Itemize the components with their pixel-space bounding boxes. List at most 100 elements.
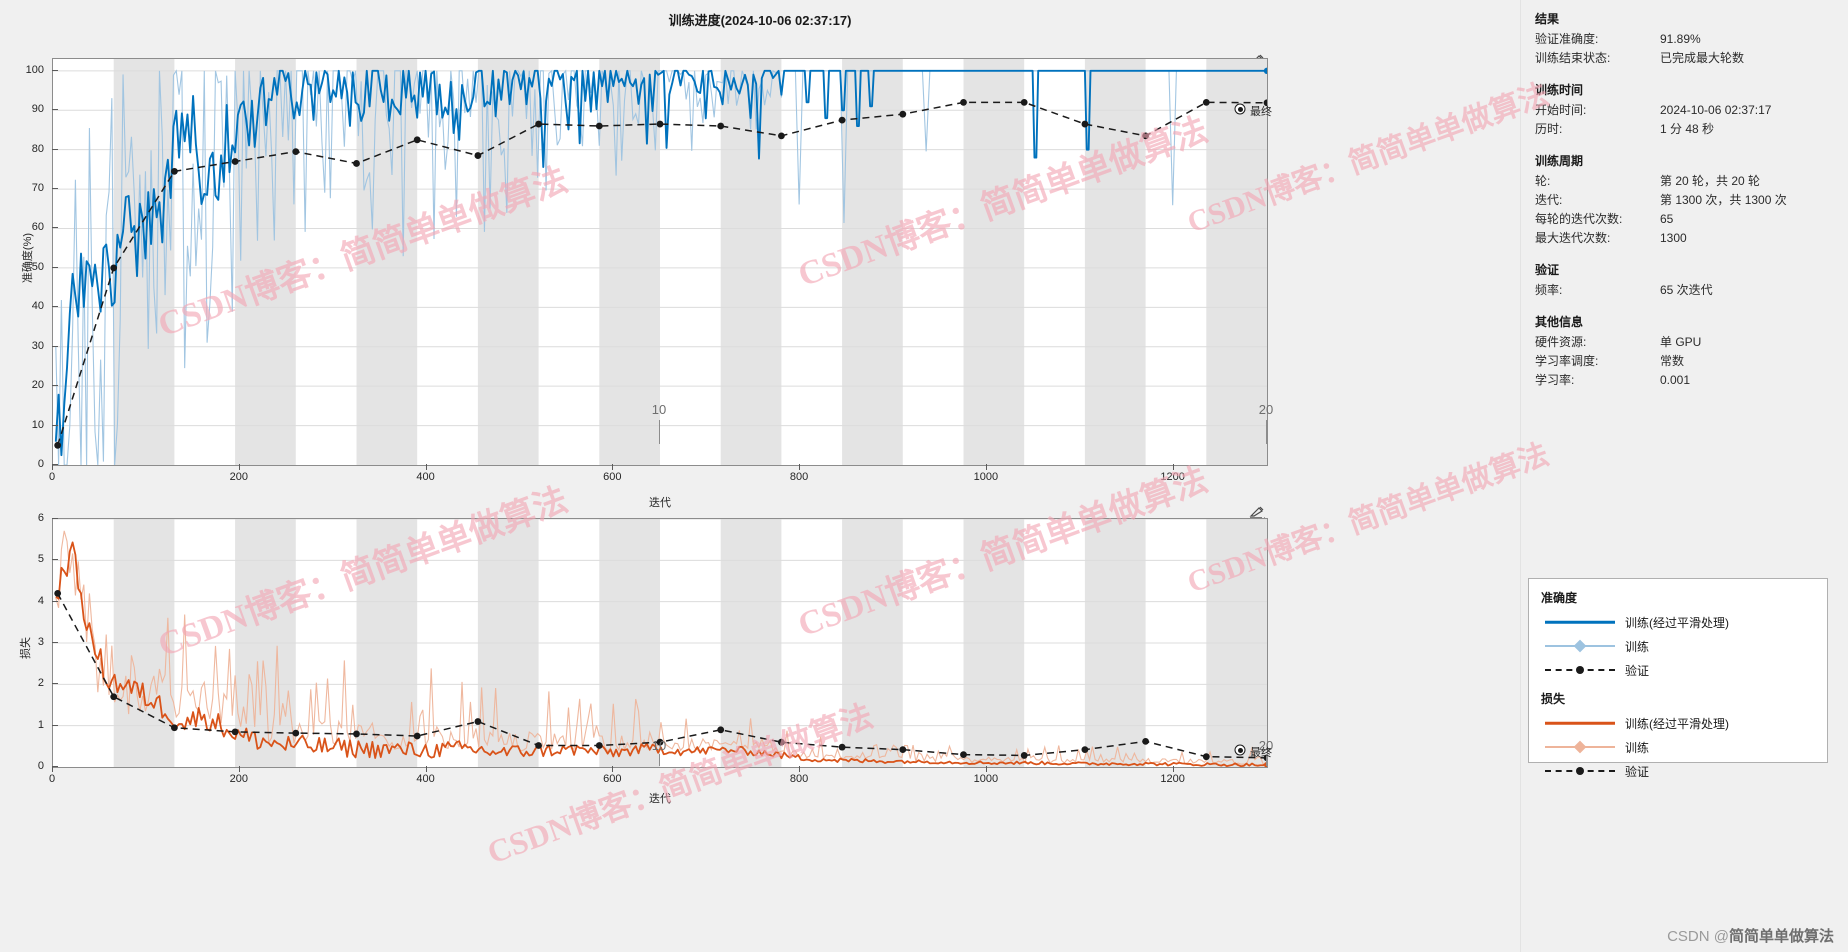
legend-item[interactable]: 训练 [1529,735,1827,759]
legend-swatch [1543,662,1617,678]
x-tick-label: 200 [229,471,248,483]
legend-swatch [1543,638,1617,654]
legend-swatch [1543,739,1617,755]
info-row-value: 第 20 轮，共 20 轮 [1660,174,1761,188]
accuracy-final-marker [1234,103,1246,115]
x-tick-label: 1000 [973,773,999,785]
info-row-value: 0.001 [1660,373,1691,387]
info-group: 结果验证准确度: 91.89% 训练结束状态: 已完成最大轮数 [1535,10,1834,68]
info-row: 历时: 1 分 48 秒 [1535,120,1834,139]
legend-item[interactable]: 验证 [1529,658,1827,682]
info-row-value: 1300 [1660,231,1687,245]
info-row-value: 65 [1660,212,1674,226]
legend-swatch [1543,763,1617,779]
info-row: 硬件资源: 单 GPU [1535,333,1834,352]
info-row: 学习率调度: 常数 [1535,352,1834,371]
training-info-list: 结果 验证准确度: 91.89% 训练结束状态: 已完成最大轮数 训练时间 开始时间: 202… [1521,0,1848,390]
info-row-key: 每轮的迭代次数: [1535,212,1623,226]
info-row-value: 1 分 48 秒 [1660,122,1715,136]
x-tick-label: 600 [603,471,622,483]
legend-content: 准确度 训练(经过平滑处理) 训练 验证 损失 训练(经过平滑处理) 训练 验证 [1529,579,1827,791]
y-tick-label: 4 [37,594,44,607]
y-tick-label: 60 [31,221,44,234]
legend-swatch [1543,614,1617,630]
legend-item-label: 训练(经过平滑处理) [1625,615,1729,630]
info-group-title: 训练周期 [1535,154,1584,168]
legend-item[interactable]: 训练 [1529,634,1827,658]
epoch-marker-label: 20 [1258,738,1274,753]
x-tick-mark [425,464,427,470]
x-tick-mark [612,766,614,772]
info-row-value: 单 GPU [1660,335,1702,349]
legend-item[interactable]: 训练(经过平滑处理) [1529,610,1827,634]
info-row-value: 第 1300 次，共 1300 次 [1660,193,1787,207]
y-tick-label: 20 [31,379,44,392]
info-group-title: 训练时间 [1535,83,1584,97]
y-tick-mark [52,683,58,685]
info-row: 频率: 65 次迭代 [1535,281,1834,300]
x-tick-label: 800 [789,471,809,483]
y-tick-label: 10 [31,418,44,431]
training-info-panel: 结果 验证准确度: 91.89% 训练结束状态: 已完成最大轮数 训练时间 开始时间: 202… [1520,0,1848,952]
x-tick-mark [799,766,801,772]
y-tick-mark [52,306,58,308]
x-tick-mark [52,766,53,772]
legend-item-label: 训练(经过平滑处理) [1625,716,1729,731]
epoch-marker-label: 10 [651,402,667,417]
y-tick-label: 0 [37,760,44,772]
info-row: 验证准确度: 91.89% [1535,30,1834,49]
x-tick-mark [985,464,987,470]
legend-group-title: 损失 [1541,692,1566,706]
legend-item-label: 训练 [1625,639,1650,654]
loss-final-label: 最终 [1250,747,1272,759]
epoch-marker-label: 20 [1258,402,1274,417]
y-tick-mark [52,227,58,229]
info-row-key: 最大迭代次数: [1535,231,1611,245]
info-row-key: 学习率调度: [1535,354,1599,368]
info-row-key: 学习率: [1535,373,1575,387]
y-tick-mark [52,385,58,387]
info-group: 训练周期轮: 第 20 轮，共 20 轮迭代: 第 1300 次，共 1300 次每… [1535,152,1834,248]
y-tick-label: 1 [37,718,44,731]
y-tick-label: 90 [31,103,44,116]
loss-x-axis-label: 迭代 [649,793,671,805]
x-tick-label: 1000 [973,471,999,483]
epoch-marker-tick [1266,420,1267,444]
info-row-key: 频率: [1535,283,1563,297]
info-row: 训练结束状态: 已完成最大轮数 [1535,49,1834,68]
loss-axes [52,518,1268,768]
info-row: 最大迭代次数: 1300 [1535,229,1834,248]
legend-item[interactable]: 训练(经过平滑处理) [1529,711,1827,735]
info-row-value: 2024-10-06 02:37:17 [1660,103,1772,117]
y-tick-label: 70 [31,182,44,195]
info-row-value: 91.89% [1660,32,1701,46]
x-tick-label: 1200 [1160,773,1185,785]
accuracy-chart-panel: 训练进度(2024-10-06 02:37:17) 准确度(%) 迭代 0 10 2… [0,0,1520,512]
info-group-title: 结果 [1535,12,1560,26]
x-tick-mark [799,464,801,470]
info-row-key: 轮: [1535,174,1551,188]
info-row-key: 历时: [1535,122,1563,136]
y-tick-mark [52,345,58,347]
y-tick-label: 80 [31,142,44,155]
y-tick-mark [52,518,58,519]
info-row: 学习率: 0.001 [1535,371,1834,390]
x-tick-mark [1172,766,1174,772]
x-tick-label: 400 [416,471,435,483]
y-tick-label: 50 [31,260,44,273]
x-tick-label: 600 [603,773,622,785]
y-tick-mark [52,109,58,111]
epoch-marker-tick [1266,754,1267,766]
legend-item-label: 验证 [1625,764,1650,779]
info-group-title: 验证 [1535,263,1560,277]
accuracy-axes [52,58,1268,466]
info-row-key: 训练结束状态: [1535,51,1611,65]
info-row-key: 验证准确度: [1535,32,1599,46]
x-tick-label: 1200 [1160,471,1185,483]
x-tick-mark [425,766,427,772]
legend-item[interactable]: 验证 [1529,759,1827,783]
y-tick-label: 5 [37,553,44,566]
info-row-key: 迭代: [1535,193,1563,207]
info-group: 训练时间 开始时间: 2024-10-06 02:37:17 历时: 1 分 48 秒 [1535,81,1834,139]
